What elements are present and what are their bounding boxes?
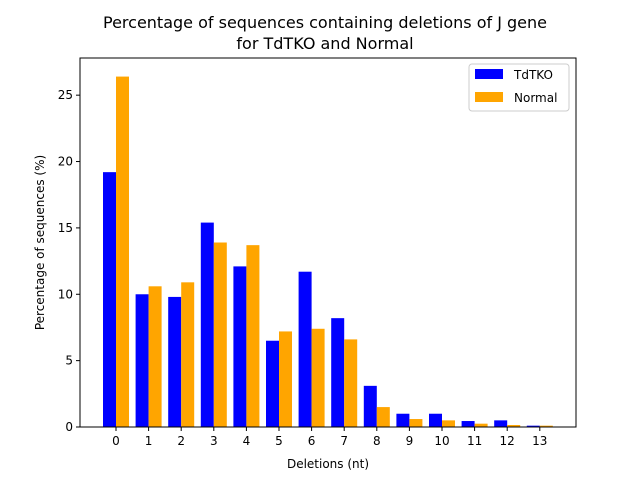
bar-normal-13	[539, 425, 553, 427]
x-tick-label: 3	[210, 434, 218, 448]
x-tick-label: 10	[434, 434, 449, 448]
legend-swatch-normal	[475, 92, 503, 102]
y-tick-label: 15	[58, 221, 73, 235]
bar-tdtko-4	[233, 266, 247, 427]
x-tick-label: 7	[340, 434, 348, 448]
bar-tdtko-6	[298, 271, 312, 427]
bar-tdtko-9	[396, 413, 410, 427]
x-axis-ticks: 0 1 2 3 4 5 6 7 8 9 10 11 12 13	[112, 427, 547, 448]
x-tick-label: 8	[373, 434, 381, 448]
x-tick-label: 0	[112, 434, 120, 448]
bar-normal-2	[181, 282, 195, 427]
bar-normal-8	[376, 407, 390, 427]
bar-normal-9	[409, 419, 423, 427]
bar-normal-0	[116, 76, 129, 427]
chart-title-line-1: Percentage of sequences containing delet…	[103, 13, 547, 32]
x-tick-label: 12	[500, 434, 515, 448]
bar-tdtko-3	[200, 222, 214, 427]
bar-tdtko-7	[331, 318, 345, 427]
bar-normal-5	[279, 331, 292, 427]
chart-title-line-2: for TdTKO and Normal	[236, 34, 413, 53]
bar-tdtko-12	[494, 420, 508, 427]
y-axis-ticks: 0 5 10 15 20 25	[58, 88, 80, 434]
y-axis-label: Percentage of sequences (%)	[33, 155, 47, 330]
x-tick-label: 5	[275, 434, 283, 448]
bar-normal-11	[474, 423, 488, 427]
bar-normal-1	[148, 286, 162, 427]
bar-normal-10	[442, 420, 455, 427]
bar-tdtko-1	[135, 294, 149, 427]
x-tick-label: 11	[467, 434, 482, 448]
x-tick-label: 4	[243, 434, 251, 448]
y-tick-label: 0	[65, 420, 73, 434]
y-tick-label: 25	[58, 88, 73, 102]
plot-area-frame	[79, 57, 577, 428]
bar-tdtko-2	[168, 296, 182, 427]
bar-normal-3	[213, 242, 227, 427]
chart-title: Percentage of sequences containing delet…	[103, 13, 547, 53]
bar-tdtko-10	[429, 413, 442, 427]
x-axis-label: Deletions (nt)	[287, 457, 369, 471]
y-tick-label: 5	[65, 354, 73, 368]
x-tick-label: 9	[406, 434, 414, 448]
x-tick-label: 13	[532, 434, 547, 448]
bar-tdtko-13	[526, 425, 540, 427]
x-tick-label: 2	[177, 434, 185, 448]
y-tick-label: 20	[58, 155, 73, 169]
bar-tdtko-11	[461, 421, 475, 427]
bar-normal-7	[344, 339, 358, 427]
bar-tdtko-8	[363, 385, 377, 427]
x-tick-label: 1	[145, 434, 153, 448]
y-tick-label: 10	[58, 287, 73, 301]
bar-normal-6	[311, 328, 325, 427]
legend-swatch-tdtko	[475, 69, 503, 79]
legend: TdTKO Normal	[468, 63, 570, 112]
bar-normal-4	[246, 245, 260, 427]
legend-label-tdtko: TdTKO	[513, 68, 553, 82]
bar-normal-12	[507, 425, 521, 427]
bar-tdtko-5	[266, 340, 279, 427]
bar-tdtko-0	[103, 172, 116, 427]
x-tick-label: 6	[308, 434, 316, 448]
bars-layer	[103, 76, 553, 427]
legend-label-normal: Normal	[514, 91, 557, 105]
